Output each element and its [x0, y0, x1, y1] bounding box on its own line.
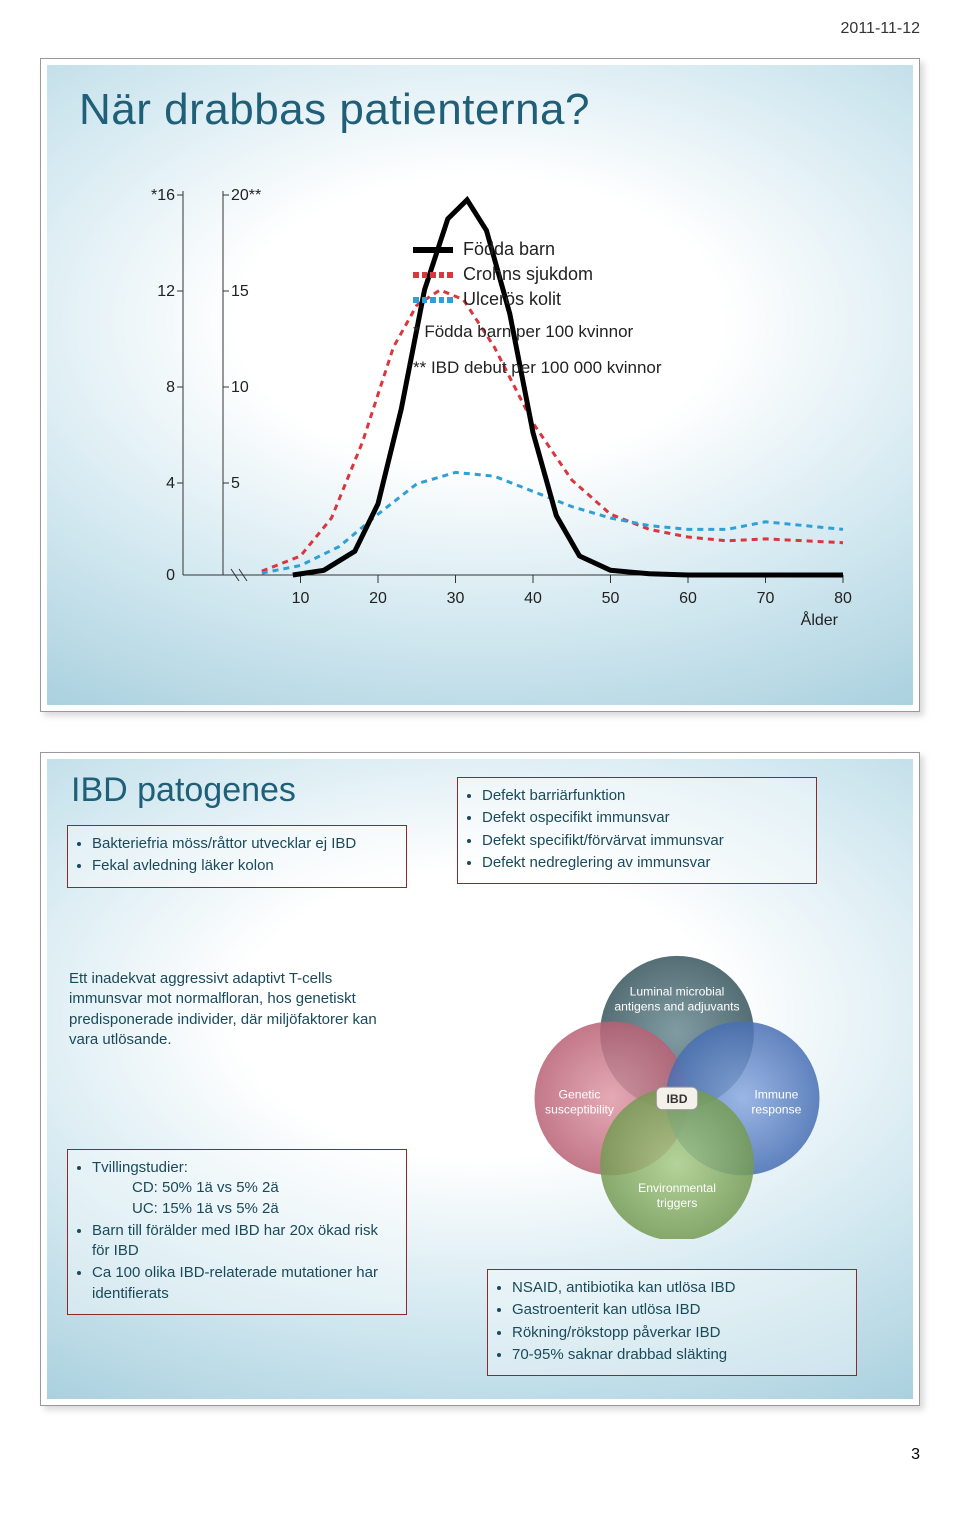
box-defects: Defekt barriärfunktion Defekt ospecifikt… — [457, 777, 817, 884]
legend-note-2: ** IBD debut per 100 000 kvinnor — [413, 358, 673, 378]
legend-item-crohns: Crohns sjukdom — [413, 264, 673, 285]
yr-tick-15: 15 — [231, 283, 249, 300]
slide1-title: När drabbas patienterna? — [79, 85, 913, 135]
yl-tick-0: 0 — [166, 567, 175, 584]
legend-label-1: Crohns sjukdom — [463, 264, 593, 285]
svg-text:20: 20 — [369, 590, 387, 607]
legend-swatch-uc — [413, 297, 453, 303]
slide-2: IBD patogenes Bakteriefria möss/råttor u… — [40, 752, 920, 1406]
legend-item-fodda: Födda barn — [413, 239, 673, 260]
venn-right-l1: Immune — [754, 1087, 798, 1101]
series-uc — [262, 472, 843, 573]
box-twin-l2: UC: 15% 1ä vs 5% 2ä — [132, 1199, 396, 1219]
legend-label-2: Ulcerös kolit — [463, 289, 561, 310]
chart-svg: *16 12 8 4 0 20** 15 10 — [83, 155, 873, 665]
box-env-0: NSAID, antibiotika kan utlösa IBD — [512, 1278, 846, 1298]
svg-text:70: 70 — [757, 590, 775, 607]
box-defects-2: Defekt specifikt/förvärvat immunsvar — [482, 831, 806, 851]
svg-text:50: 50 — [602, 590, 620, 607]
box-env: NSAID, antibiotika kan utlösa IBD Gastro… — [487, 1269, 857, 1376]
box-env-3: 70-95% saknar drabbad släkting — [512, 1345, 846, 1365]
yl-tick-16: *16 — [151, 187, 175, 204]
page-number: 3 — [40, 1446, 920, 1464]
legend-swatch-crohns — [413, 272, 453, 278]
svg-text:40: 40 — [524, 590, 542, 607]
legend-item-uc: Ulcerös kolit — [413, 289, 673, 310]
yl-tick-8: 8 — [166, 379, 175, 396]
box-twin-l3: Barn till förälder med IBD har 20x ökad … — [92, 1221, 396, 1262]
box-defects-3: Defekt nedreglering av immunsvar — [482, 853, 806, 873]
slide-1: När drabbas patienterna? *16 — [40, 58, 920, 712]
svg-text:10: 10 — [292, 590, 310, 607]
venn-top-l2: antigens and adjuvants — [614, 999, 739, 1013]
svg-text:30: 30 — [447, 590, 465, 607]
box-twin-l1: CD: 50% 1ä vs 5% 2ä — [132, 1178, 396, 1198]
legend-note-1: * Födda barn per 100 kvinnor — [413, 322, 673, 342]
yr-tick-20: 20** — [231, 187, 261, 204]
venn-center-label: IBD — [667, 1092, 688, 1106]
legend-swatch-solid — [413, 247, 453, 253]
box-defects-1: Defekt ospecifikt immunsvar — [482, 808, 806, 828]
box-bacteria-0: Bakteriefria möss/råttor utvecklar ej IB… — [92, 834, 396, 854]
svg-text:60: 60 — [679, 590, 697, 607]
chart-legend: Födda barn Crohns sjukdom Ulcerös kolit … — [413, 239, 673, 378]
venn-diagram: IBD Luminal microbial antigens and adjuv… — [477, 939, 877, 1239]
box-env-2: Rökning/rökstopp påverkar IBD — [512, 1323, 846, 1343]
venn-left-l1: Genetic — [559, 1087, 601, 1101]
page-date: 2011-11-12 — [40, 20, 920, 38]
venn-bottom-l1: Environmental — [638, 1181, 716, 1195]
box-bacteria-1: Fekal avledning läker kolon — [92, 856, 396, 876]
venn-right-l2: response — [751, 1102, 801, 1116]
yr-tick-10: 10 — [231, 379, 249, 396]
yl-tick-4: 4 — [166, 475, 175, 492]
box-twin: Tvillingstudier: CD: 50% 1ä vs 5% 2ä UC:… — [67, 1149, 407, 1315]
age-distribution-chart: *16 12 8 4 0 20** 15 10 — [83, 155, 873, 665]
yr-tick-5: 5 — [231, 475, 240, 492]
para-tcell: Ett inadekvat aggressivt adaptivt T-cell… — [69, 969, 389, 1050]
svg-text:80: 80 — [834, 590, 852, 607]
box-defects-0: Defekt barriärfunktion — [482, 786, 806, 806]
venn-bottom-l2: triggers — [657, 1196, 698, 1210]
x-axis-label: Ålder — [801, 610, 839, 629]
box-bacteria: Bakteriefria möss/råttor utvecklar ej IB… — [67, 825, 407, 888]
box-env-1: Gastroenterit kan utlösa IBD — [512, 1300, 846, 1320]
venn-left-l2: susceptibility — [545, 1102, 615, 1116]
yl-tick-12: 12 — [157, 283, 175, 300]
box-twin-lead: Tvillingstudier: CD: 50% 1ä vs 5% 2ä UC:… — [92, 1158, 396, 1219]
venn-top-l1: Luminal microbial — [630, 984, 725, 998]
legend-label-0: Födda barn — [463, 239, 555, 260]
box-twin-l4: Ca 100 olika IBD-relaterade mutationer h… — [92, 1263, 396, 1304]
slide2-title: IBD patogenes — [71, 771, 296, 810]
